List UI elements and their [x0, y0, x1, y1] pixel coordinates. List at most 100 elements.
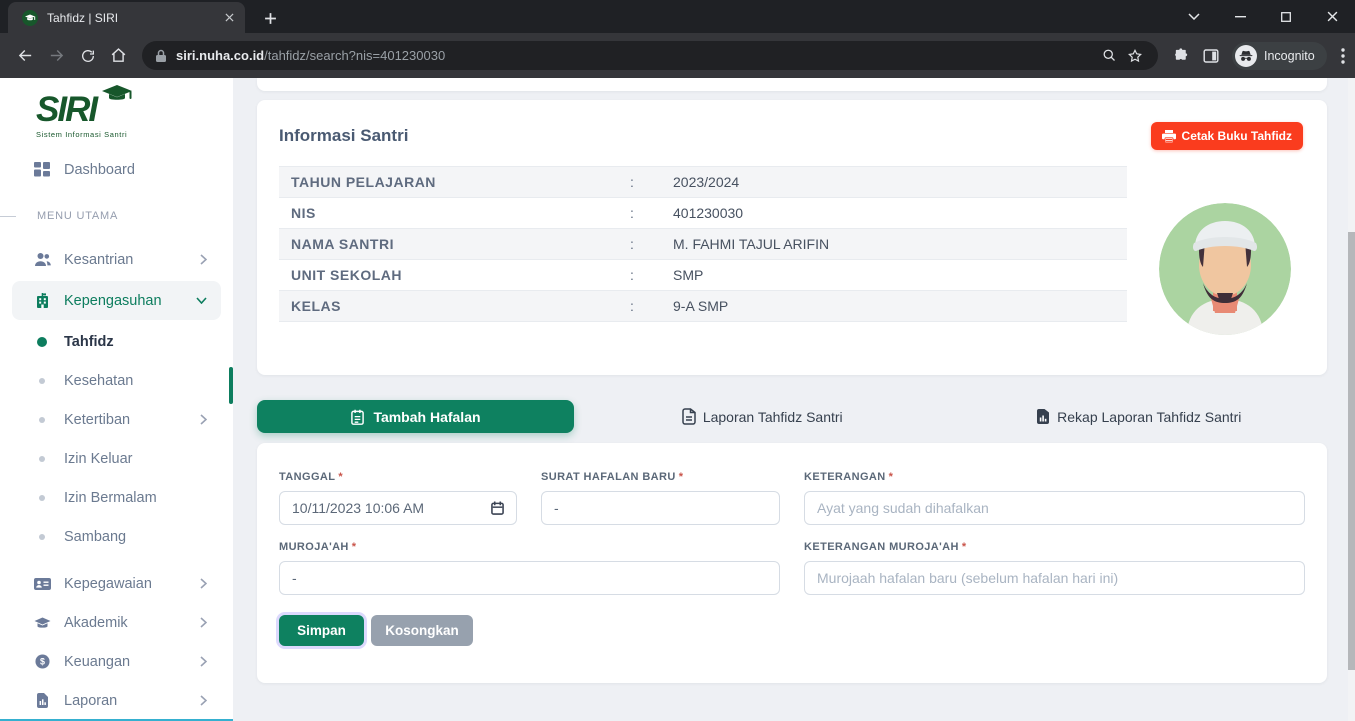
- browser-tab[interactable]: Tahfidz | SIRI: [8, 2, 245, 33]
- bookmark-star-icon[interactable]: [1122, 43, 1148, 69]
- sidebar-item-label: Tahfidz: [64, 333, 114, 350]
- sidebar-item-label: Izin Bermalam: [64, 489, 157, 506]
- row-separator: :: [630, 228, 673, 260]
- row-separator: :: [630, 166, 673, 198]
- currency-dollar-icon: $: [33, 654, 51, 669]
- home-icon[interactable]: [103, 41, 134, 71]
- sidebar-item-kepengasuhan[interactable]: Kepengasuhan: [12, 281, 221, 320]
- back-icon[interactable]: [10, 41, 41, 71]
- santri-avatar: [1159, 203, 1291, 335]
- sidebar-item-tahfidz[interactable]: Tahfidz: [0, 322, 233, 361]
- main-content: Informasi Santri Cetak Buku Tahfidz TAHU…: [233, 78, 1355, 721]
- sidebar-item-izin-keluar[interactable]: Izin Keluar: [0, 439, 233, 478]
- app-logo[interactable]: SIRI Sistem Informasi Santri: [36, 85, 233, 150]
- maximize-icon[interactable]: [1263, 0, 1309, 33]
- sidebar-item-label: Izin Keluar: [64, 450, 133, 467]
- logo-tagline: Sistem Informasi Santri: [36, 130, 128, 139]
- keterangan-input[interactable]: [804, 491, 1305, 525]
- file-text-icon: [682, 408, 696, 425]
- sidebar-item-label: Kepegawaian: [64, 575, 152, 592]
- browser-toolbar: siri.nuha.co.id/tahfidz/search?nis=40123…: [0, 33, 1355, 78]
- keterangan-label: KETERANGAN *: [804, 471, 894, 483]
- id-card-icon: [33, 577, 51, 591]
- sidebar-item-kesehatan[interactable]: Kesehatan: [0, 361, 233, 400]
- sidebar-bottom-divider: [0, 719, 233, 721]
- sidebar-item-kesantrian[interactable]: Kesantrian: [0, 240, 233, 279]
- clipboard-notes-icon: [350, 409, 365, 425]
- cetak-buku-tahfidz-button[interactable]: Cetak Buku Tahfidz: [1150, 122, 1303, 150]
- extensions-icon[interactable]: [1166, 41, 1196, 71]
- santri-info-table: TAHUN PELAJARAN : 2023/2024 NIS : 401230…: [279, 166, 1127, 322]
- sidebar-item-laporan[interactable]: Laporan: [0, 681, 233, 720]
- table-row: NIS : 401230030: [279, 197, 1127, 229]
- tanggal-datetime-input[interactable]: 10/11/2023 10:06 AM: [279, 491, 517, 525]
- graduation-cap-icon: [102, 85, 132, 100]
- tab-strip: Tahfidz | SIRI: [0, 0, 1355, 33]
- sidebar-item-keuangan[interactable]: $ Keuangan: [0, 642, 233, 681]
- tab-search-chevron-icon[interactable]: [1171, 0, 1217, 33]
- section-dash: [0, 215, 16, 217]
- sidebar-item-label: Kepengasuhan: [64, 292, 162, 309]
- sidebar-item-izin-bermalam[interactable]: Izin Bermalam: [0, 478, 233, 517]
- required-marker: *: [338, 471, 344, 483]
- sidebar-item-ketertiban[interactable]: Ketertiban: [0, 400, 233, 439]
- sidebar-item-sambang[interactable]: Sambang: [0, 517, 233, 556]
- scrollbar-track[interactable]: [1348, 78, 1355, 721]
- tab-close-icon[interactable]: [221, 10, 237, 26]
- incognito-label: Incognito: [1264, 48, 1315, 63]
- keterangan-murojaah-input[interactable]: [804, 561, 1305, 595]
- table-row: UNIT SEKOLAH : SMP: [279, 259, 1127, 291]
- new-tab-button[interactable]: [258, 6, 282, 30]
- tab-tambah-hafalan[interactable]: Tambah Hafalan: [257, 400, 574, 433]
- chevron-right-icon: [200, 414, 207, 425]
- row-value: 2023/2024: [673, 166, 1127, 198]
- side-panel-icon[interactable]: [1196, 41, 1226, 71]
- sidebar-item-label: Sambang: [64, 528, 127, 545]
- dot-icon: [33, 533, 51, 540]
- murojaah-select[interactable]: -: [279, 561, 780, 595]
- simpan-button[interactable]: Simpan: [279, 615, 364, 646]
- tab-title: Tahfidz | SIRI: [47, 10, 119, 25]
- calendar-icon[interactable]: [491, 501, 504, 515]
- sidebar-item-dashboard[interactable]: Dashboard: [0, 150, 233, 190]
- minimize-icon[interactable]: [1217, 0, 1263, 33]
- chevron-right-icon: [200, 656, 207, 667]
- row-value: 9-A SMP: [673, 290, 1127, 322]
- tab-rekap-laporan-tahfidz[interactable]: Rekap Laporan Tahfidz Santri: [1036, 408, 1241, 425]
- row-label: NAMA SANTRI: [279, 228, 630, 260]
- tanggal-value: 10/11/2023 10:06 AM: [292, 500, 425, 516]
- row-value: M. FAHMI TAJUL ARIFIN: [673, 228, 1127, 260]
- scrollbar-thumb[interactable]: [1348, 232, 1355, 670]
- lock-icon: [155, 49, 167, 63]
- chevron-right-icon: [200, 578, 207, 589]
- report-file-icon: [33, 693, 51, 708]
- forward-icon[interactable]: [41, 41, 72, 71]
- dot-icon: [33, 377, 51, 384]
- dot-icon: [33, 416, 51, 423]
- table-row: TAHUN PELAJARAN : 2023/2024: [279, 166, 1127, 198]
- row-label: TAHUN PELAJARAN: [279, 166, 630, 198]
- dot-icon: [33, 494, 51, 501]
- chevron-right-icon: [200, 617, 207, 628]
- tambah-hafalan-form-card: TANGGAL * 10/11/2023 10:06 AM SURAT HAFAL…: [257, 443, 1327, 683]
- address-bar[interactable]: siri.nuha.co.id/tahfidz/search?nis=40123…: [142, 41, 1158, 70]
- page: SIRI Sistem Informasi Santri Dashboard M…: [0, 78, 1355, 721]
- page-title: Informasi Santri: [279, 126, 409, 145]
- academic-cap-icon: [33, 616, 51, 630]
- reload-icon[interactable]: [72, 41, 103, 71]
- surat-hafalan-baru-select[interactable]: -: [541, 491, 780, 525]
- tab-laporan-tahfidz[interactable]: Laporan Tahfidz Santri: [682, 408, 843, 425]
- sidebar-item-label: Kesehatan: [64, 372, 134, 389]
- browser-menu-icon[interactable]: [1331, 41, 1355, 71]
- chevron-right-icon: [200, 695, 207, 706]
- row-label: KELAS: [279, 290, 630, 322]
- sidebar-section: MENU UTAMA: [0, 208, 233, 224]
- sidebar-item-akademik[interactable]: Akademik: [0, 603, 233, 642]
- file-chart-icon: [1036, 408, 1050, 425]
- search-icon[interactable]: [1096, 43, 1122, 69]
- murojaah-value: -: [292, 570, 297, 586]
- sidebar: SIRI Sistem Informasi Santri Dashboard M…: [0, 78, 233, 721]
- close-window-icon[interactable]: [1309, 0, 1355, 33]
- sidebar-item-kepegawaian[interactable]: Kepegawaian: [0, 564, 233, 603]
- kosongkan-button[interactable]: Kosongkan: [371, 615, 473, 646]
